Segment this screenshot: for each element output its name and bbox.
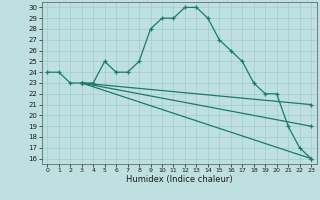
X-axis label: Humidex (Indice chaleur): Humidex (Indice chaleur) bbox=[126, 175, 233, 184]
